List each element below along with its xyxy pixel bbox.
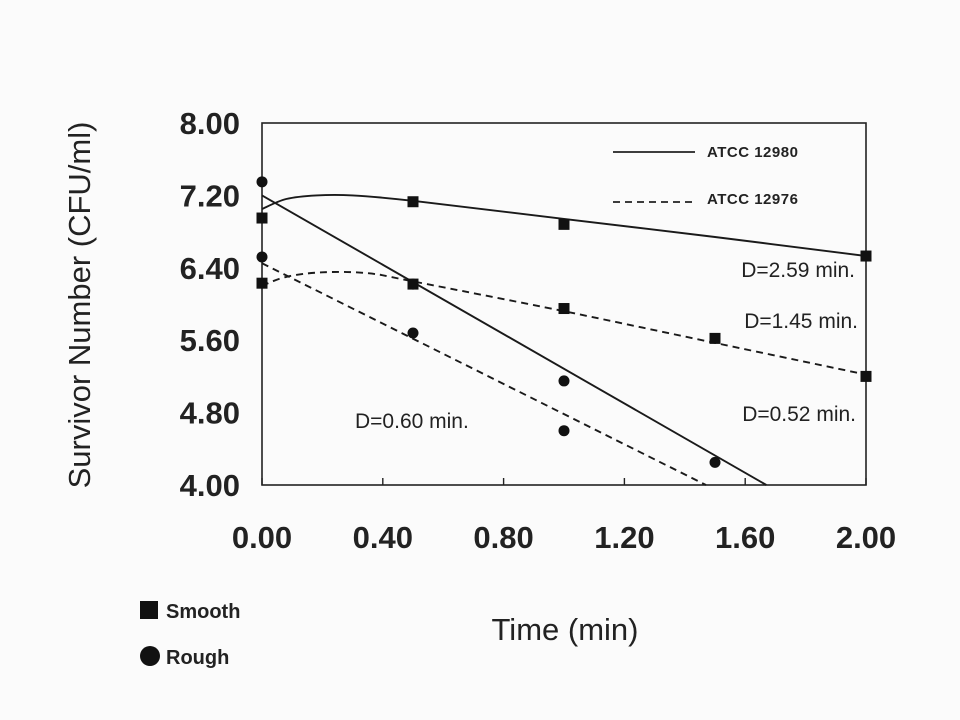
x-tick-label: 1.20 xyxy=(594,520,654,555)
data-point-smooth xyxy=(256,277,268,289)
data-point-smooth xyxy=(256,212,268,224)
y-tick-label: 4.80 xyxy=(180,396,240,431)
data-point-rough xyxy=(558,375,570,387)
plot-frame xyxy=(261,122,867,486)
rough-circle-icon xyxy=(140,646,160,666)
y-axis-title: Survivor Number (CFU/ml) xyxy=(62,122,97,489)
smooth-square-icon xyxy=(140,601,158,619)
x-tick-label: 1.60 xyxy=(715,520,775,555)
fit-line-rough-solid xyxy=(261,194,767,486)
data-point-smooth xyxy=(860,250,872,262)
data-point-rough xyxy=(256,251,268,263)
marker-key: Smooth Rough xyxy=(140,601,240,669)
fit-lines xyxy=(261,193,867,486)
data-point-rough xyxy=(407,327,419,339)
data-point-rough xyxy=(407,278,419,290)
x-tick-marks xyxy=(261,478,867,485)
annotation-d-2-59: D=2.59 min. xyxy=(741,259,855,282)
y-tick-label: 7.20 xyxy=(180,178,240,213)
data-markers xyxy=(256,176,872,468)
x-tick-labels: 0.00 0.40 0.80 1.20 1.60 2.00 xyxy=(232,520,896,555)
annotation-d-0-52: D=0.52 min. xyxy=(742,403,856,426)
y-tick-label: 5.60 xyxy=(180,323,240,358)
data-point-smooth xyxy=(860,370,872,382)
annotation-d-1-45: D=1.45 min. xyxy=(744,310,858,333)
x-tick-label: 0.40 xyxy=(353,520,413,555)
data-point-smooth xyxy=(558,303,570,315)
y-tick-label: 4.00 xyxy=(180,468,240,503)
legend: ATCC 12980 ATCC 12976 xyxy=(613,144,798,208)
data-point-rough xyxy=(558,425,570,437)
data-point-rough xyxy=(256,176,268,188)
data-point-smooth xyxy=(558,218,570,230)
marker-key-smooth: Smooth xyxy=(166,601,240,623)
y-tick-label: 8.00 xyxy=(180,106,240,141)
annotation-d-0-60: D=0.60 min. xyxy=(355,410,469,433)
fit-line-rough-dashed xyxy=(261,262,707,486)
legend-entry-atcc-12980: ATCC 12980 xyxy=(707,144,798,161)
data-point-smooth xyxy=(709,332,721,344)
data-point-smooth xyxy=(407,196,419,208)
y-tick-label: 6.40 xyxy=(180,251,240,286)
data-point-rough xyxy=(709,456,721,468)
y-tick-labels: 8.00 7.20 6.40 5.60 4.80 4.00 xyxy=(180,106,240,503)
x-axis-title: Time (min) xyxy=(492,612,639,647)
x-tick-label: 2.00 xyxy=(836,520,896,555)
fit-line-smooth-solid xyxy=(261,193,867,257)
x-tick-label: 0.80 xyxy=(473,520,533,555)
legend-entry-atcc-12976: ATCC 12976 xyxy=(707,191,798,208)
x-tick-label: 0.00 xyxy=(232,520,292,555)
marker-key-rough: Rough xyxy=(166,647,229,669)
